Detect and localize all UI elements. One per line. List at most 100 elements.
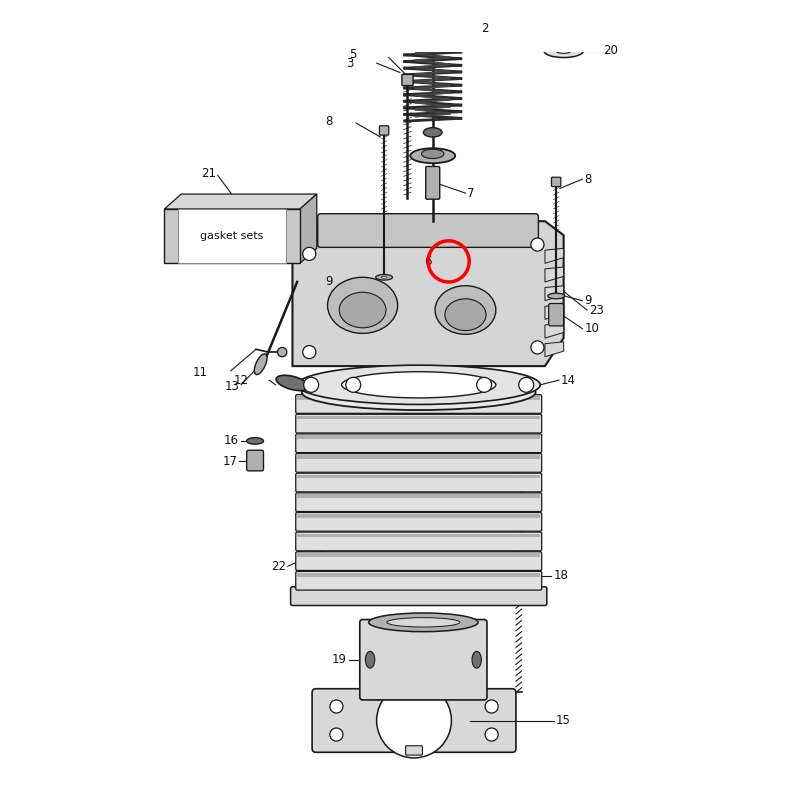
FancyBboxPatch shape (296, 394, 542, 414)
FancyBboxPatch shape (297, 435, 540, 439)
Text: 5: 5 (349, 48, 356, 62)
Ellipse shape (544, 45, 583, 58)
Circle shape (518, 378, 534, 392)
Ellipse shape (387, 618, 460, 627)
Text: gasket sets: gasket sets (200, 231, 263, 241)
FancyBboxPatch shape (549, 303, 564, 326)
Ellipse shape (327, 278, 398, 334)
Ellipse shape (548, 293, 565, 298)
Text: 9: 9 (584, 294, 592, 307)
Text: 10: 10 (584, 322, 599, 335)
FancyBboxPatch shape (296, 493, 542, 511)
FancyBboxPatch shape (296, 513, 542, 531)
Ellipse shape (367, 382, 470, 399)
Text: 18: 18 (554, 569, 568, 582)
Ellipse shape (246, 438, 263, 444)
FancyBboxPatch shape (360, 619, 487, 700)
Ellipse shape (423, 128, 442, 137)
Text: 1: 1 (482, 0, 489, 3)
FancyBboxPatch shape (296, 532, 542, 550)
Text: 8: 8 (584, 173, 591, 186)
FancyBboxPatch shape (379, 126, 389, 135)
Text: 14: 14 (561, 374, 576, 386)
FancyBboxPatch shape (406, 746, 422, 755)
Ellipse shape (445, 298, 486, 330)
Circle shape (302, 247, 316, 261)
Text: 23: 23 (589, 303, 604, 317)
Text: 16: 16 (224, 434, 239, 447)
Polygon shape (300, 194, 317, 263)
Ellipse shape (410, 148, 455, 163)
Text: 19: 19 (332, 654, 346, 666)
Ellipse shape (422, 149, 444, 158)
FancyBboxPatch shape (297, 553, 540, 557)
Ellipse shape (382, 276, 387, 278)
FancyBboxPatch shape (297, 534, 540, 538)
Circle shape (485, 728, 498, 741)
Polygon shape (545, 248, 564, 263)
Text: 8: 8 (326, 114, 333, 128)
FancyBboxPatch shape (296, 552, 542, 570)
Ellipse shape (422, 10, 444, 18)
Ellipse shape (435, 286, 496, 334)
Circle shape (485, 700, 498, 713)
Ellipse shape (422, 20, 444, 30)
Text: 6: 6 (424, 255, 432, 268)
FancyBboxPatch shape (426, 166, 440, 199)
FancyBboxPatch shape (402, 74, 413, 86)
FancyBboxPatch shape (312, 689, 516, 752)
Text: 12: 12 (234, 374, 249, 386)
Ellipse shape (349, 378, 489, 402)
Polygon shape (293, 221, 564, 366)
Circle shape (434, 9, 444, 18)
Circle shape (304, 378, 318, 392)
Circle shape (302, 346, 316, 358)
FancyBboxPatch shape (296, 434, 542, 453)
FancyBboxPatch shape (297, 514, 540, 518)
FancyBboxPatch shape (296, 454, 542, 472)
Text: 13: 13 (224, 380, 239, 393)
Polygon shape (545, 305, 564, 319)
Ellipse shape (342, 372, 496, 398)
Text: 15: 15 (556, 714, 571, 727)
Text: 17: 17 (222, 455, 238, 468)
Text: 22: 22 (271, 560, 286, 573)
FancyBboxPatch shape (297, 494, 540, 498)
FancyBboxPatch shape (164, 209, 300, 263)
Text: 7: 7 (467, 186, 475, 200)
Circle shape (422, 9, 431, 18)
Polygon shape (545, 267, 564, 282)
Text: 9: 9 (325, 275, 333, 289)
Polygon shape (545, 342, 564, 357)
FancyBboxPatch shape (297, 396, 540, 400)
Polygon shape (545, 286, 564, 301)
FancyBboxPatch shape (246, 450, 263, 471)
Ellipse shape (276, 375, 309, 390)
Ellipse shape (404, 32, 462, 47)
Ellipse shape (472, 651, 482, 668)
Text: 20: 20 (603, 45, 618, 58)
Circle shape (330, 700, 343, 713)
Ellipse shape (376, 274, 393, 280)
Circle shape (330, 728, 343, 741)
Text: 11: 11 (192, 366, 207, 379)
Ellipse shape (413, 20, 452, 37)
FancyBboxPatch shape (297, 474, 540, 478)
FancyBboxPatch shape (297, 455, 540, 458)
Ellipse shape (254, 354, 267, 374)
Circle shape (377, 683, 451, 758)
Polygon shape (164, 194, 317, 209)
Circle shape (346, 378, 361, 392)
Ellipse shape (297, 365, 540, 405)
FancyBboxPatch shape (318, 214, 538, 247)
FancyBboxPatch shape (551, 178, 561, 186)
Text: 3: 3 (346, 57, 354, 70)
Circle shape (531, 238, 544, 251)
Text: 2: 2 (482, 22, 489, 35)
Ellipse shape (369, 613, 478, 632)
FancyBboxPatch shape (290, 587, 547, 606)
FancyBboxPatch shape (296, 473, 542, 492)
Circle shape (477, 378, 492, 392)
Text: 21: 21 (201, 167, 216, 180)
FancyBboxPatch shape (296, 571, 542, 590)
